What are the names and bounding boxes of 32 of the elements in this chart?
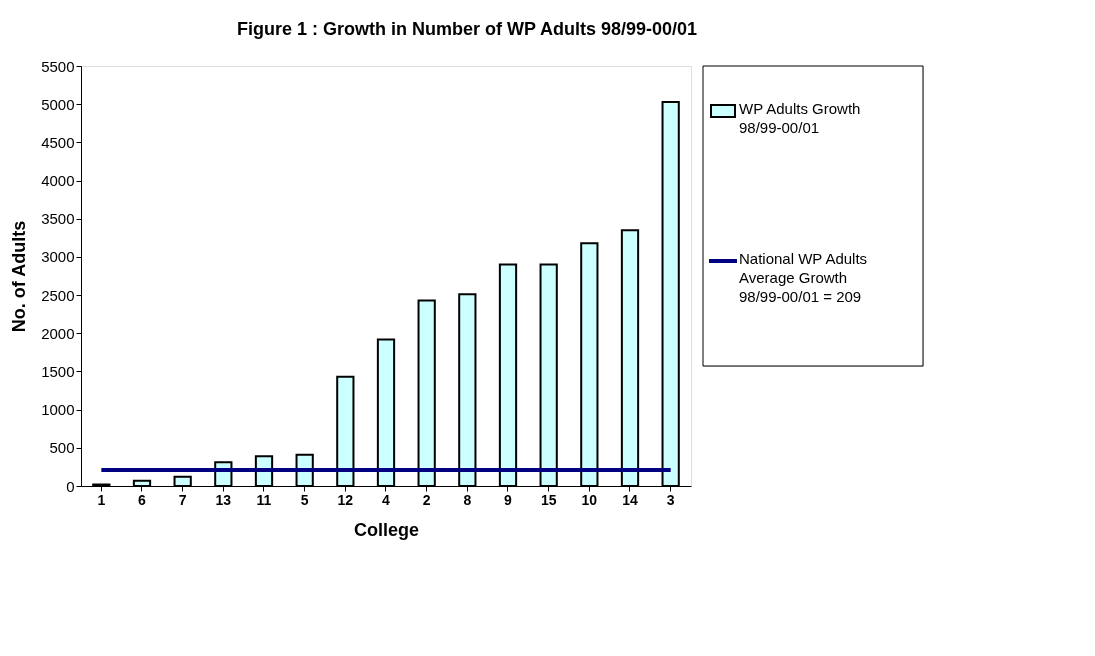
x-axis-title: College bbox=[353, 519, 420, 540]
x-tick-label: 10 bbox=[581, 491, 598, 508]
chart-title: Figure 1 : Growth in Number of WP Adults 98/99-00/01 bbox=[237, 18, 698, 39]
y-tick-label: 3000 bbox=[41, 248, 75, 266]
y-tick-label: 1000 bbox=[41, 401, 75, 419]
y-tick-label: 5000 bbox=[41, 95, 75, 113]
x-tick-label: 14 bbox=[622, 491, 638, 508]
x-tick-label: 12 bbox=[337, 491, 354, 508]
x-tick-label: 3 bbox=[666, 491, 675, 508]
y-axis-title: No. of Adults bbox=[9, 220, 30, 333]
legend-label: National WP Adults Average Growth 98/99-00/01 = 209 bbox=[739, 250, 868, 305]
y-tick-label: 4000 bbox=[41, 172, 75, 190]
x-tick-label: 2 bbox=[422, 491, 431, 508]
x-tick-label: 5 bbox=[300, 491, 309, 508]
x-tick-label: 15 bbox=[540, 491, 557, 508]
y-tick-label: 4500 bbox=[41, 133, 75, 151]
y-tick-label: 2500 bbox=[41, 286, 75, 304]
x-tick-label: 9 bbox=[504, 491, 513, 508]
x-tick-label: 7 bbox=[178, 491, 187, 508]
x-tick-label: 13 bbox=[215, 491, 232, 508]
y-tick-label: 500 bbox=[49, 439, 75, 457]
y-tick-label: 1500 bbox=[41, 362, 75, 380]
x-tick-label: 8 bbox=[463, 491, 472, 508]
x-tick-label: 11 bbox=[256, 491, 272, 508]
legend-label: WP Adults Growth 98/99-00/01 bbox=[739, 100, 861, 136]
x-tick-label: 6 bbox=[138, 491, 147, 508]
x-tick-label: 4 bbox=[382, 491, 391, 508]
x-tick-label: 1 bbox=[97, 491, 106, 508]
y-tick-label: 3500 bbox=[41, 210, 75, 228]
y-tick-label: 0 bbox=[66, 477, 75, 495]
y-tick-label: 5500 bbox=[41, 57, 75, 75]
y-tick-label: 2000 bbox=[41, 324, 75, 342]
